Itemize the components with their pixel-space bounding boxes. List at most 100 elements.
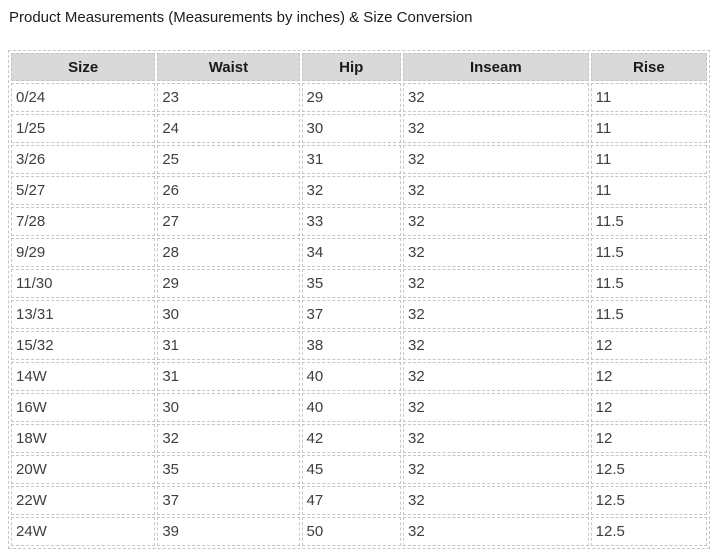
table-cell-hip: 32 (301, 176, 401, 205)
table-cell-hip: 40 (301, 362, 401, 391)
column-header-hip: Hip (301, 53, 401, 81)
table-cell-inseam: 32 (403, 269, 589, 298)
table-cell-size: 9/29 (11, 238, 156, 267)
table-cell-waist: 26 (157, 176, 300, 205)
size-conversion-table: Size Waist Hip Inseam Rise 0/24 23 29 32 11 1… (8, 50, 710, 549)
table-cell-hip: 47 (301, 486, 401, 515)
table-row: 1/25 24 30 32 11 (11, 114, 707, 143)
table-cell-size: 0/24 (11, 83, 156, 112)
table-cell-hip: 31 (301, 145, 401, 174)
table-cell-rise: 11.5 (590, 207, 707, 236)
table-header-row: Size Waist Hip Inseam Rise (11, 53, 707, 81)
table-cell-waist: 29 (157, 269, 300, 298)
table-cell-size: 11/30 (11, 269, 156, 298)
table-cell-inseam: 32 (403, 331, 589, 360)
table-cell-inseam: 32 (403, 486, 589, 515)
table-cell-hip: 29 (301, 83, 401, 112)
table-cell-waist: 25 (157, 145, 300, 174)
table-cell-waist: 35 (157, 455, 300, 484)
table-cell-size: 14W (11, 362, 156, 391)
table-row: 22W 37 47 32 12.5 (11, 486, 707, 515)
table-cell-inseam: 32 (403, 83, 589, 112)
column-header-size: Size (11, 53, 156, 81)
table-row: 3/26 25 31 32 11 (11, 145, 707, 174)
table-cell-hip: 33 (301, 207, 401, 236)
table-cell-hip: 40 (301, 393, 401, 422)
table-cell-hip: 38 (301, 331, 401, 360)
table-cell-waist: 39 (157, 517, 300, 546)
table-cell-size: 24W (11, 517, 156, 546)
table-cell-waist: 28 (157, 238, 300, 267)
table-cell-rise: 11 (590, 145, 707, 174)
table-cell-inseam: 32 (403, 207, 589, 236)
table-cell-size: 16W (11, 393, 156, 422)
table-row: 11/30 29 35 32 11.5 (11, 269, 707, 298)
table-cell-size: 7/28 (11, 207, 156, 236)
table-cell-rise: 11 (590, 83, 707, 112)
table-cell-waist: 30 (157, 300, 300, 329)
table-cell-hip: 37 (301, 300, 401, 329)
table-row: 15/32 31 38 32 12 (11, 331, 707, 360)
column-header-inseam: Inseam (403, 53, 589, 81)
table-cell-inseam: 32 (403, 176, 589, 205)
table-cell-waist: 31 (157, 362, 300, 391)
table-cell-size: 1/25 (11, 114, 156, 143)
table-cell-size: 20W (11, 455, 156, 484)
column-header-waist: Waist (157, 53, 300, 81)
table-cell-hip: 30 (301, 114, 401, 143)
table-cell-inseam: 32 (403, 300, 589, 329)
table-cell-rise: 11 (590, 176, 707, 205)
measurements-table-body: 0/24 23 29 32 11 1/25 24 30 32 11 3/26 25 31 32 11 5/27… (11, 83, 707, 546)
table-row: 5/27 26 32 32 11 (11, 176, 707, 205)
table-cell-size: 22W (11, 486, 156, 515)
table-row: 7/28 27 33 32 11.5 (11, 207, 707, 236)
table-cell-inseam: 32 (403, 362, 589, 391)
table-cell-waist: 37 (157, 486, 300, 515)
table-cell-rise: 11 (590, 114, 707, 143)
table-cell-hip: 42 (301, 424, 401, 453)
table-cell-hip: 34 (301, 238, 401, 267)
table-cell-size: 5/27 (11, 176, 156, 205)
table-cell-inseam: 32 (403, 424, 589, 453)
table-row: 9/29 28 34 32 11.5 (11, 238, 707, 267)
table-cell-rise: 11.5 (590, 269, 707, 298)
table-cell-rise: 12.5 (590, 486, 707, 515)
column-header-rise: Rise (590, 53, 707, 81)
table-cell-inseam: 32 (403, 393, 589, 422)
table-cell-hip: 45 (301, 455, 401, 484)
table-cell-waist: 23 (157, 83, 300, 112)
table-cell-rise: 12 (590, 424, 707, 453)
page-title: Product Measurements (Measurements by in… (9, 9, 473, 26)
table-cell-rise: 12 (590, 331, 707, 360)
table-cell-rise: 12.5 (590, 455, 707, 484)
table-cell-waist: 31 (157, 331, 300, 360)
table-cell-rise: 11.5 (590, 238, 707, 267)
table-cell-size: 18W (11, 424, 156, 453)
table-row: 16W 30 40 32 12 (11, 393, 707, 422)
table-cell-inseam: 32 (403, 517, 589, 546)
table-cell-size: 13/31 (11, 300, 156, 329)
table-row: 20W 35 45 32 12.5 (11, 455, 707, 484)
table-cell-inseam: 32 (403, 114, 589, 143)
table-row: 24W 39 50 32 12.5 (11, 517, 707, 546)
table-cell-waist: 24 (157, 114, 300, 143)
table-cell-rise: 12 (590, 393, 707, 422)
table-cell-inseam: 32 (403, 238, 589, 267)
table-row: 18W 32 42 32 12 (11, 424, 707, 453)
table-row: 13/31 30 37 32 11.5 (11, 300, 707, 329)
table-cell-waist: 27 (157, 207, 300, 236)
table-cell-rise: 12 (590, 362, 707, 391)
table-cell-waist: 32 (157, 424, 300, 453)
table-cell-size: 3/26 (11, 145, 156, 174)
table-row: 14W 31 40 32 12 (11, 362, 707, 391)
table-cell-rise: 12.5 (590, 517, 707, 546)
table-row: 0/24 23 29 32 11 (11, 83, 707, 112)
table-cell-hip: 50 (301, 517, 401, 546)
table-cell-hip: 35 (301, 269, 401, 298)
table-cell-inseam: 32 (403, 145, 589, 174)
table-cell-inseam: 32 (403, 455, 589, 484)
table-cell-waist: 30 (157, 393, 300, 422)
table-cell-size: 15/32 (11, 331, 156, 360)
table-cell-rise: 11.5 (590, 300, 707, 329)
